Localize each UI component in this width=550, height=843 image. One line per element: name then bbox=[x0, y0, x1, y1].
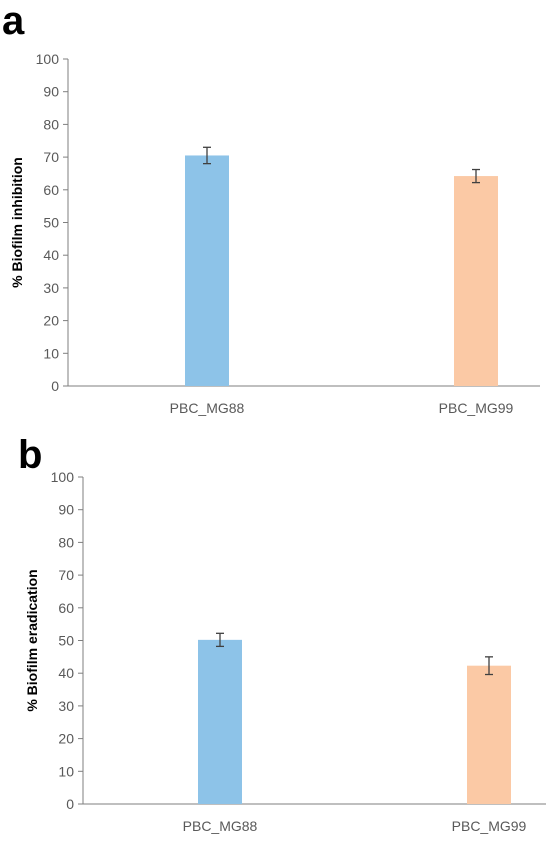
y-tick-label: 100 bbox=[36, 51, 60, 67]
x-category-label: PBC_MG99 bbox=[439, 400, 514, 416]
bar-pbc-mg99 bbox=[467, 665, 511, 804]
x-category-label: PBC_MG88 bbox=[170, 400, 245, 416]
y-tick-label: 10 bbox=[58, 763, 74, 779]
y-tick-label: 90 bbox=[43, 84, 59, 100]
y-tick-label: 70 bbox=[58, 567, 74, 583]
y-tick-label: 20 bbox=[43, 313, 59, 329]
bar-pbc-mg88 bbox=[185, 155, 229, 386]
y-tick-label: 40 bbox=[43, 247, 59, 263]
bar-pbc-mg88 bbox=[198, 639, 242, 804]
y-tick-label: 20 bbox=[58, 731, 74, 747]
chart-panel-b: b 0 10 20 30 40 50 60 70 80 90 100 % Biofilm eradica… bbox=[18, 433, 546, 834]
panel-label: a bbox=[2, 0, 25, 43]
panel-label: b bbox=[18, 433, 42, 477]
y-tick-label: 10 bbox=[43, 345, 59, 361]
y-tick-label: 30 bbox=[58, 698, 74, 714]
y-tick-label: 50 bbox=[43, 215, 59, 231]
y-tick-label: 100 bbox=[51, 469, 75, 485]
chart-panel-a: a 0 10 20 30 40 50 60 70 80 90 100 % Biofilm inhibit… bbox=[2, 0, 540, 416]
y-tick-label: 80 bbox=[58, 534, 74, 550]
y-tick-label: 90 bbox=[58, 502, 74, 518]
bar-pbc-mg99 bbox=[454, 176, 498, 386]
y-tick-label: 50 bbox=[58, 633, 74, 649]
y-axis-title: % Biofilm inhibition bbox=[9, 157, 25, 288]
x-category-label: PBC_MG99 bbox=[452, 818, 527, 834]
x-category-label: PBC_MG88 bbox=[183, 818, 258, 834]
y-tick-label: 40 bbox=[58, 665, 74, 681]
y-tick-label: 0 bbox=[51, 378, 59, 394]
y-tick-label: 30 bbox=[43, 280, 59, 296]
y-axis-title: % Biofilm eradication bbox=[24, 569, 40, 711]
y-tick-label: 70 bbox=[43, 149, 59, 165]
y-tick-label: 0 bbox=[66, 796, 74, 812]
y-tick-label: 60 bbox=[43, 182, 59, 198]
y-tick-label: 60 bbox=[58, 600, 74, 616]
y-tick-label: 80 bbox=[43, 116, 59, 132]
